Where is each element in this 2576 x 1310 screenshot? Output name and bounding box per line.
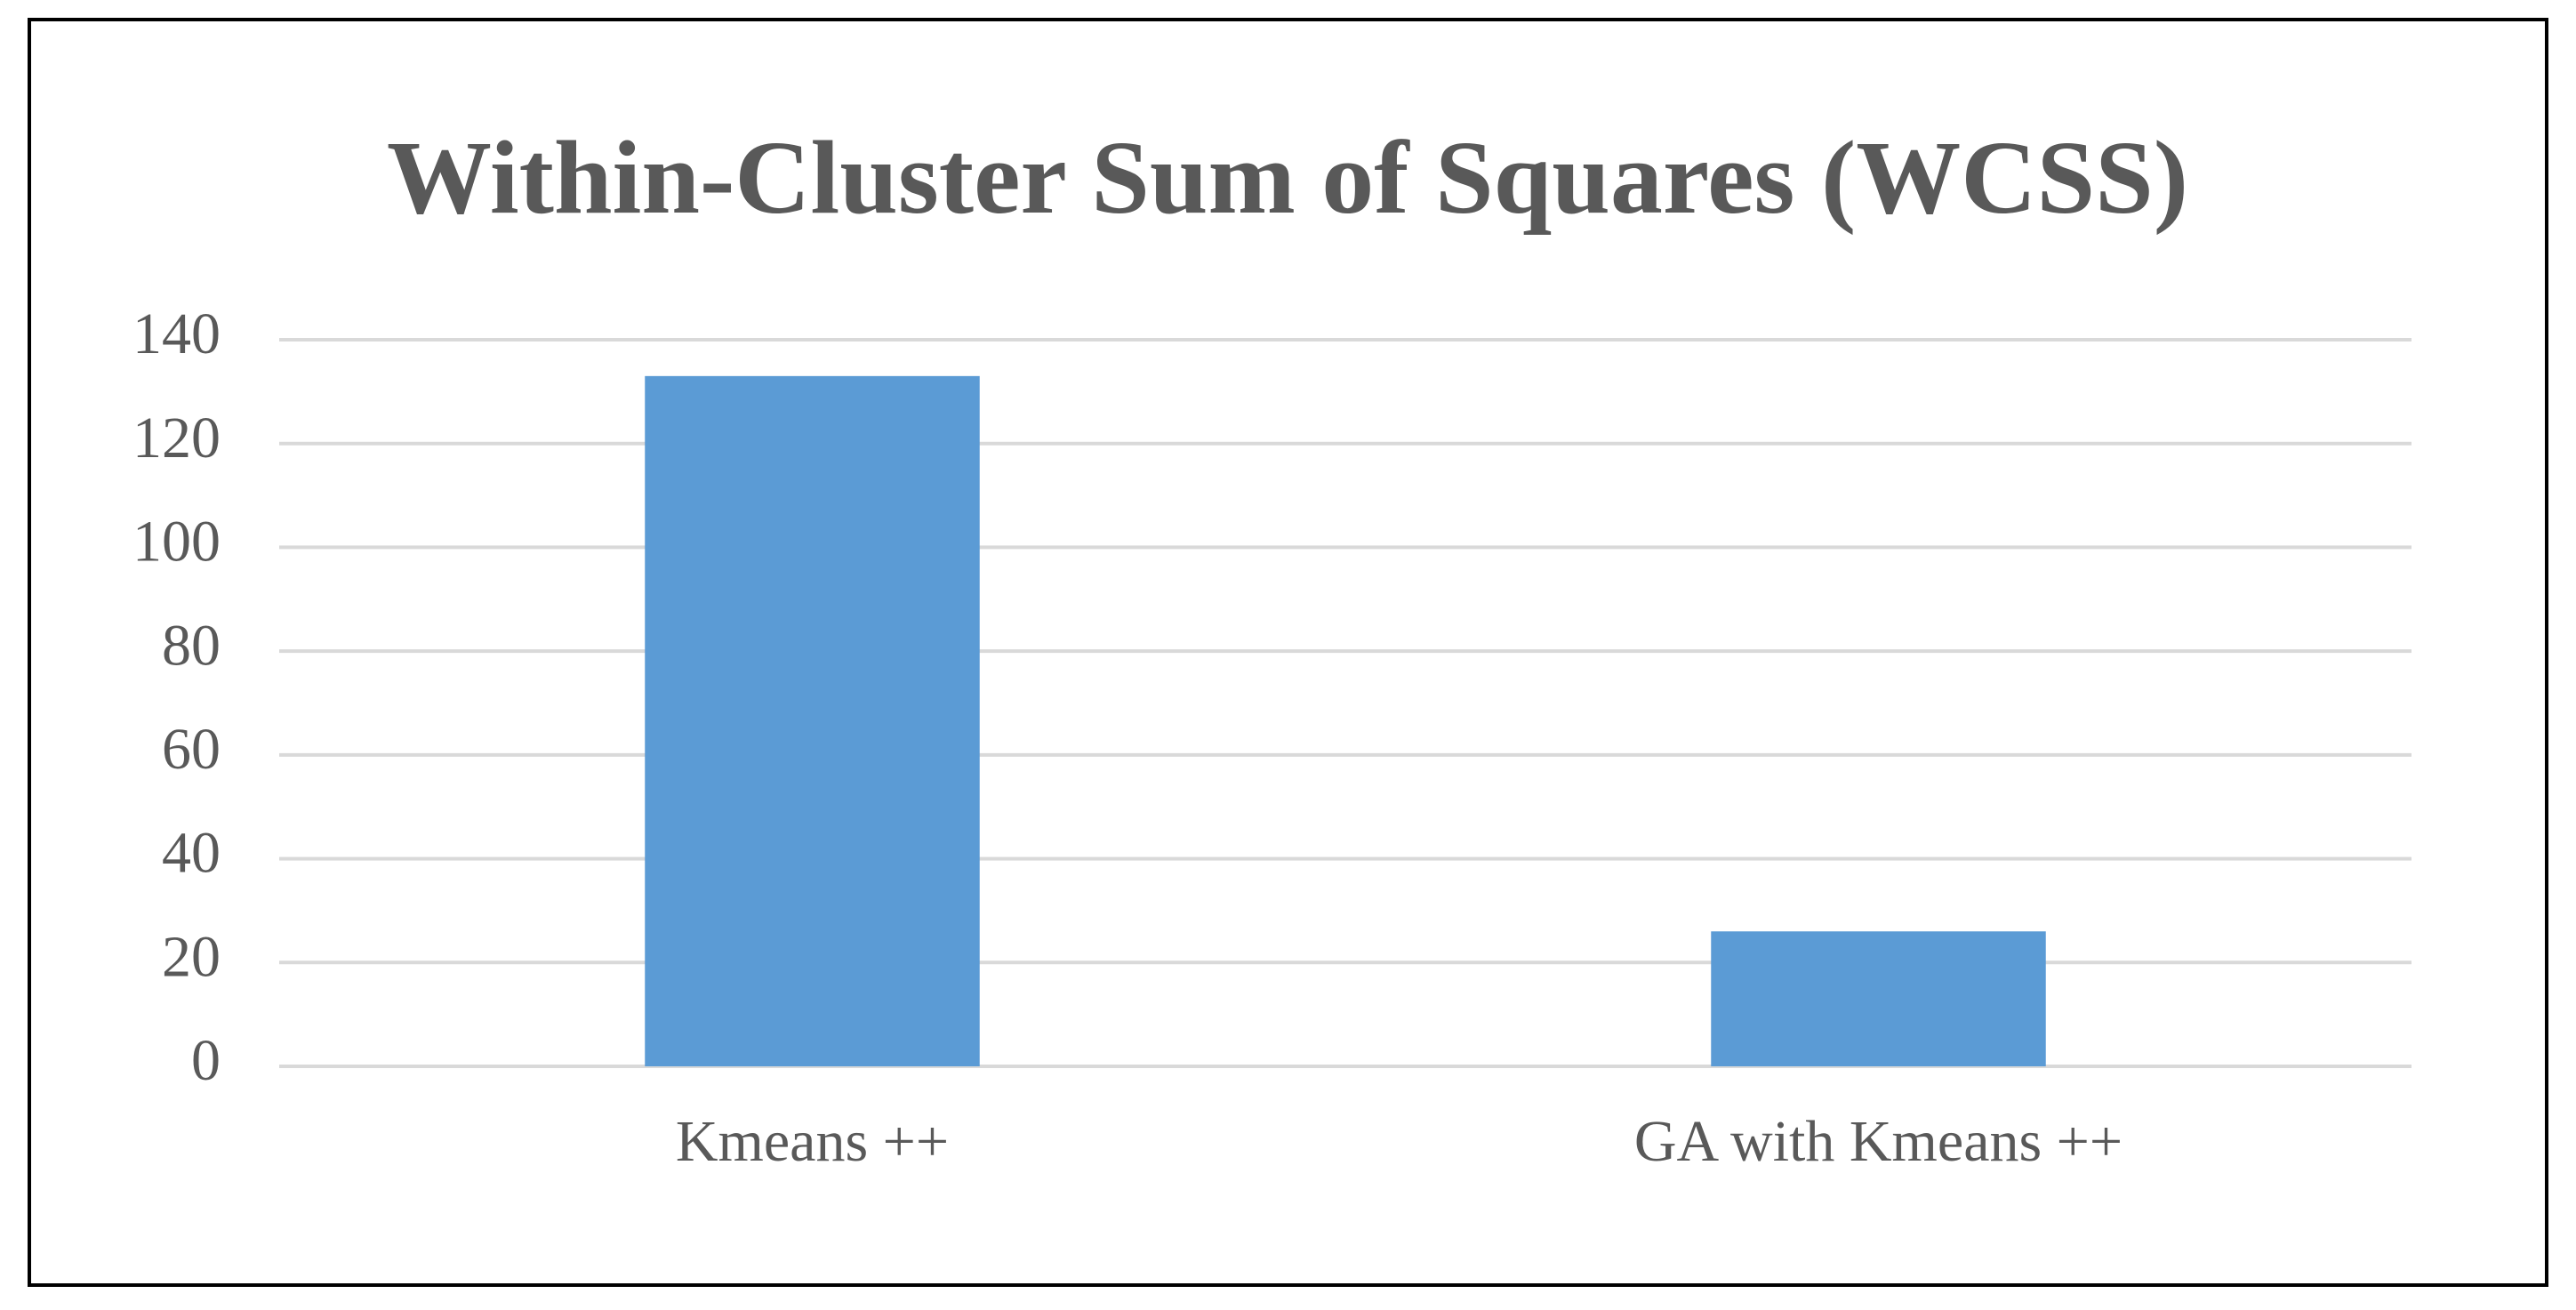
y-tick-label: 60 xyxy=(162,717,221,782)
y-tick-label: 120 xyxy=(132,406,221,470)
x-tick-label: GA with Kmeans ++ xyxy=(1634,1109,2123,1174)
y-tick-label: 80 xyxy=(162,613,221,678)
bar xyxy=(645,375,980,1067)
x-tick-label: Kmeans ++ xyxy=(676,1109,949,1174)
y-tick-label: 40 xyxy=(162,821,221,886)
y-tick-label: 140 xyxy=(132,301,221,366)
y-tick-label: 20 xyxy=(162,924,221,989)
chart-title: Within-Cluster Sum of Squares (WCSS) xyxy=(387,119,2188,236)
bar xyxy=(1711,931,2046,1066)
y-tick-label: 100 xyxy=(132,510,221,575)
y-tick-label: 0 xyxy=(191,1028,221,1093)
